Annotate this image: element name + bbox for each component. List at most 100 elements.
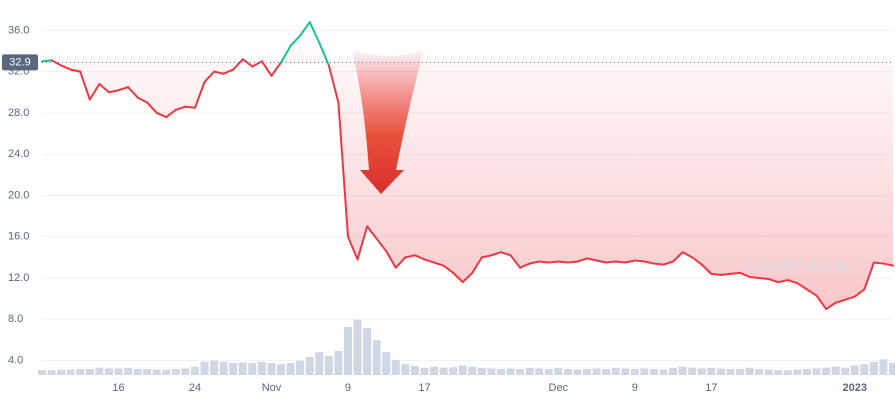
price-segment bbox=[165, 108, 177, 119]
volume-bar bbox=[324, 355, 333, 375]
price-segment bbox=[739, 271, 751, 278]
volume-bar bbox=[468, 366, 477, 375]
volume-bar bbox=[410, 366, 419, 375]
volume-bar bbox=[563, 369, 572, 375]
x-tick-label: Dec bbox=[549, 382, 569, 394]
volume-bar bbox=[248, 363, 257, 375]
x-tick-label: 2023 bbox=[843, 382, 867, 394]
price-segment bbox=[289, 34, 302, 47]
volume-bar bbox=[171, 369, 180, 375]
volume-bar bbox=[793, 369, 802, 375]
x-tick-label: 17 bbox=[705, 382, 717, 394]
volume-bar bbox=[736, 369, 745, 375]
volume-bar bbox=[401, 364, 410, 375]
price-segment bbox=[452, 271, 464, 284]
volume-bar bbox=[487, 368, 496, 375]
volume-bar bbox=[583, 369, 592, 375]
volume-bar bbox=[726, 369, 735, 375]
price-segment bbox=[490, 251, 502, 257]
price-segment bbox=[499, 251, 512, 257]
price-segment bbox=[308, 21, 321, 44]
price-segment bbox=[576, 257, 589, 263]
price-segment bbox=[299, 21, 311, 37]
price-segment bbox=[260, 60, 273, 77]
x-tick-label: 9 bbox=[345, 382, 351, 394]
price-segment bbox=[394, 256, 407, 269]
price-segment bbox=[624, 259, 636, 264]
volume-bar bbox=[420, 367, 429, 375]
watermark: CoinMarketCap bbox=[745, 257, 849, 274]
volume-bar bbox=[238, 362, 247, 375]
volume-bar bbox=[104, 368, 113, 375]
price-segment bbox=[882, 262, 894, 267]
price-segment bbox=[805, 288, 818, 297]
volume-bar bbox=[277, 364, 286, 375]
price-segment bbox=[461, 271, 474, 284]
price-segment bbox=[251, 60, 263, 68]
volume-bar bbox=[372, 340, 381, 375]
volume-bar bbox=[143, 369, 152, 375]
volume-bar bbox=[152, 369, 161, 375]
volume-bar bbox=[38, 370, 46, 375]
price-segment bbox=[60, 64, 72, 71]
y-tick-label: 8.0 bbox=[8, 313, 23, 325]
volume-bar bbox=[391, 360, 400, 375]
volume-bar bbox=[162, 369, 171, 375]
price-segment bbox=[643, 260, 655, 265]
price-segment bbox=[710, 272, 722, 276]
price-segment bbox=[213, 70, 225, 75]
volume-bar bbox=[458, 365, 467, 375]
y-tick-label: 20.0 bbox=[8, 189, 29, 201]
volume-bar bbox=[353, 319, 362, 375]
volume-bar bbox=[850, 365, 859, 375]
price-segment bbox=[681, 251, 694, 259]
volume-bar bbox=[669, 367, 678, 375]
volume-bar bbox=[219, 361, 228, 375]
price-segment bbox=[413, 254, 426, 261]
volume-bar bbox=[315, 352, 324, 375]
volume-bar bbox=[334, 351, 343, 375]
price-segment bbox=[863, 261, 875, 291]
volume-bar bbox=[716, 368, 725, 375]
volume-bar bbox=[774, 370, 783, 375]
volume-bar bbox=[200, 361, 209, 375]
volume-bar bbox=[630, 369, 639, 375]
volume-bar bbox=[707, 367, 716, 375]
volume-bar bbox=[611, 367, 620, 375]
volume-bar bbox=[343, 327, 352, 375]
volume-bar bbox=[621, 368, 630, 375]
price-segment bbox=[815, 294, 828, 310]
volume-bar bbox=[506, 368, 515, 375]
volume-bar bbox=[649, 369, 658, 375]
volume-bar bbox=[879, 359, 888, 375]
volume-bar bbox=[697, 368, 706, 375]
price-segment bbox=[88, 83, 101, 101]
price-segment bbox=[509, 254, 522, 269]
price-segment bbox=[385, 250, 397, 269]
volume-bar bbox=[382, 352, 391, 375]
volume-bar bbox=[860, 364, 869, 375]
x-tick-label: 24 bbox=[189, 382, 201, 394]
volume-bar bbox=[889, 363, 895, 375]
volume-bar bbox=[544, 369, 553, 375]
volume-bar bbox=[592, 368, 601, 375]
volume-bar bbox=[267, 363, 276, 375]
y-tick-label: 16.0 bbox=[8, 231, 29, 243]
price-segment bbox=[672, 251, 684, 263]
volume-bar bbox=[66, 369, 75, 375]
price-segment bbox=[652, 262, 665, 266]
volume-bar bbox=[477, 367, 486, 375]
volume-bar bbox=[573, 369, 582, 375]
price-segment bbox=[767, 278, 780, 284]
volume-bar bbox=[124, 367, 133, 375]
x-tick-label: 17 bbox=[418, 382, 430, 394]
volume-bar bbox=[659, 369, 668, 375]
volume-bar bbox=[783, 370, 792, 375]
price-segment bbox=[327, 64, 340, 104]
volume-bar bbox=[190, 366, 199, 375]
price-segment bbox=[356, 225, 369, 261]
arrow bbox=[352, 50, 424, 194]
price-segment bbox=[346, 235, 359, 261]
price-segment bbox=[605, 260, 617, 264]
